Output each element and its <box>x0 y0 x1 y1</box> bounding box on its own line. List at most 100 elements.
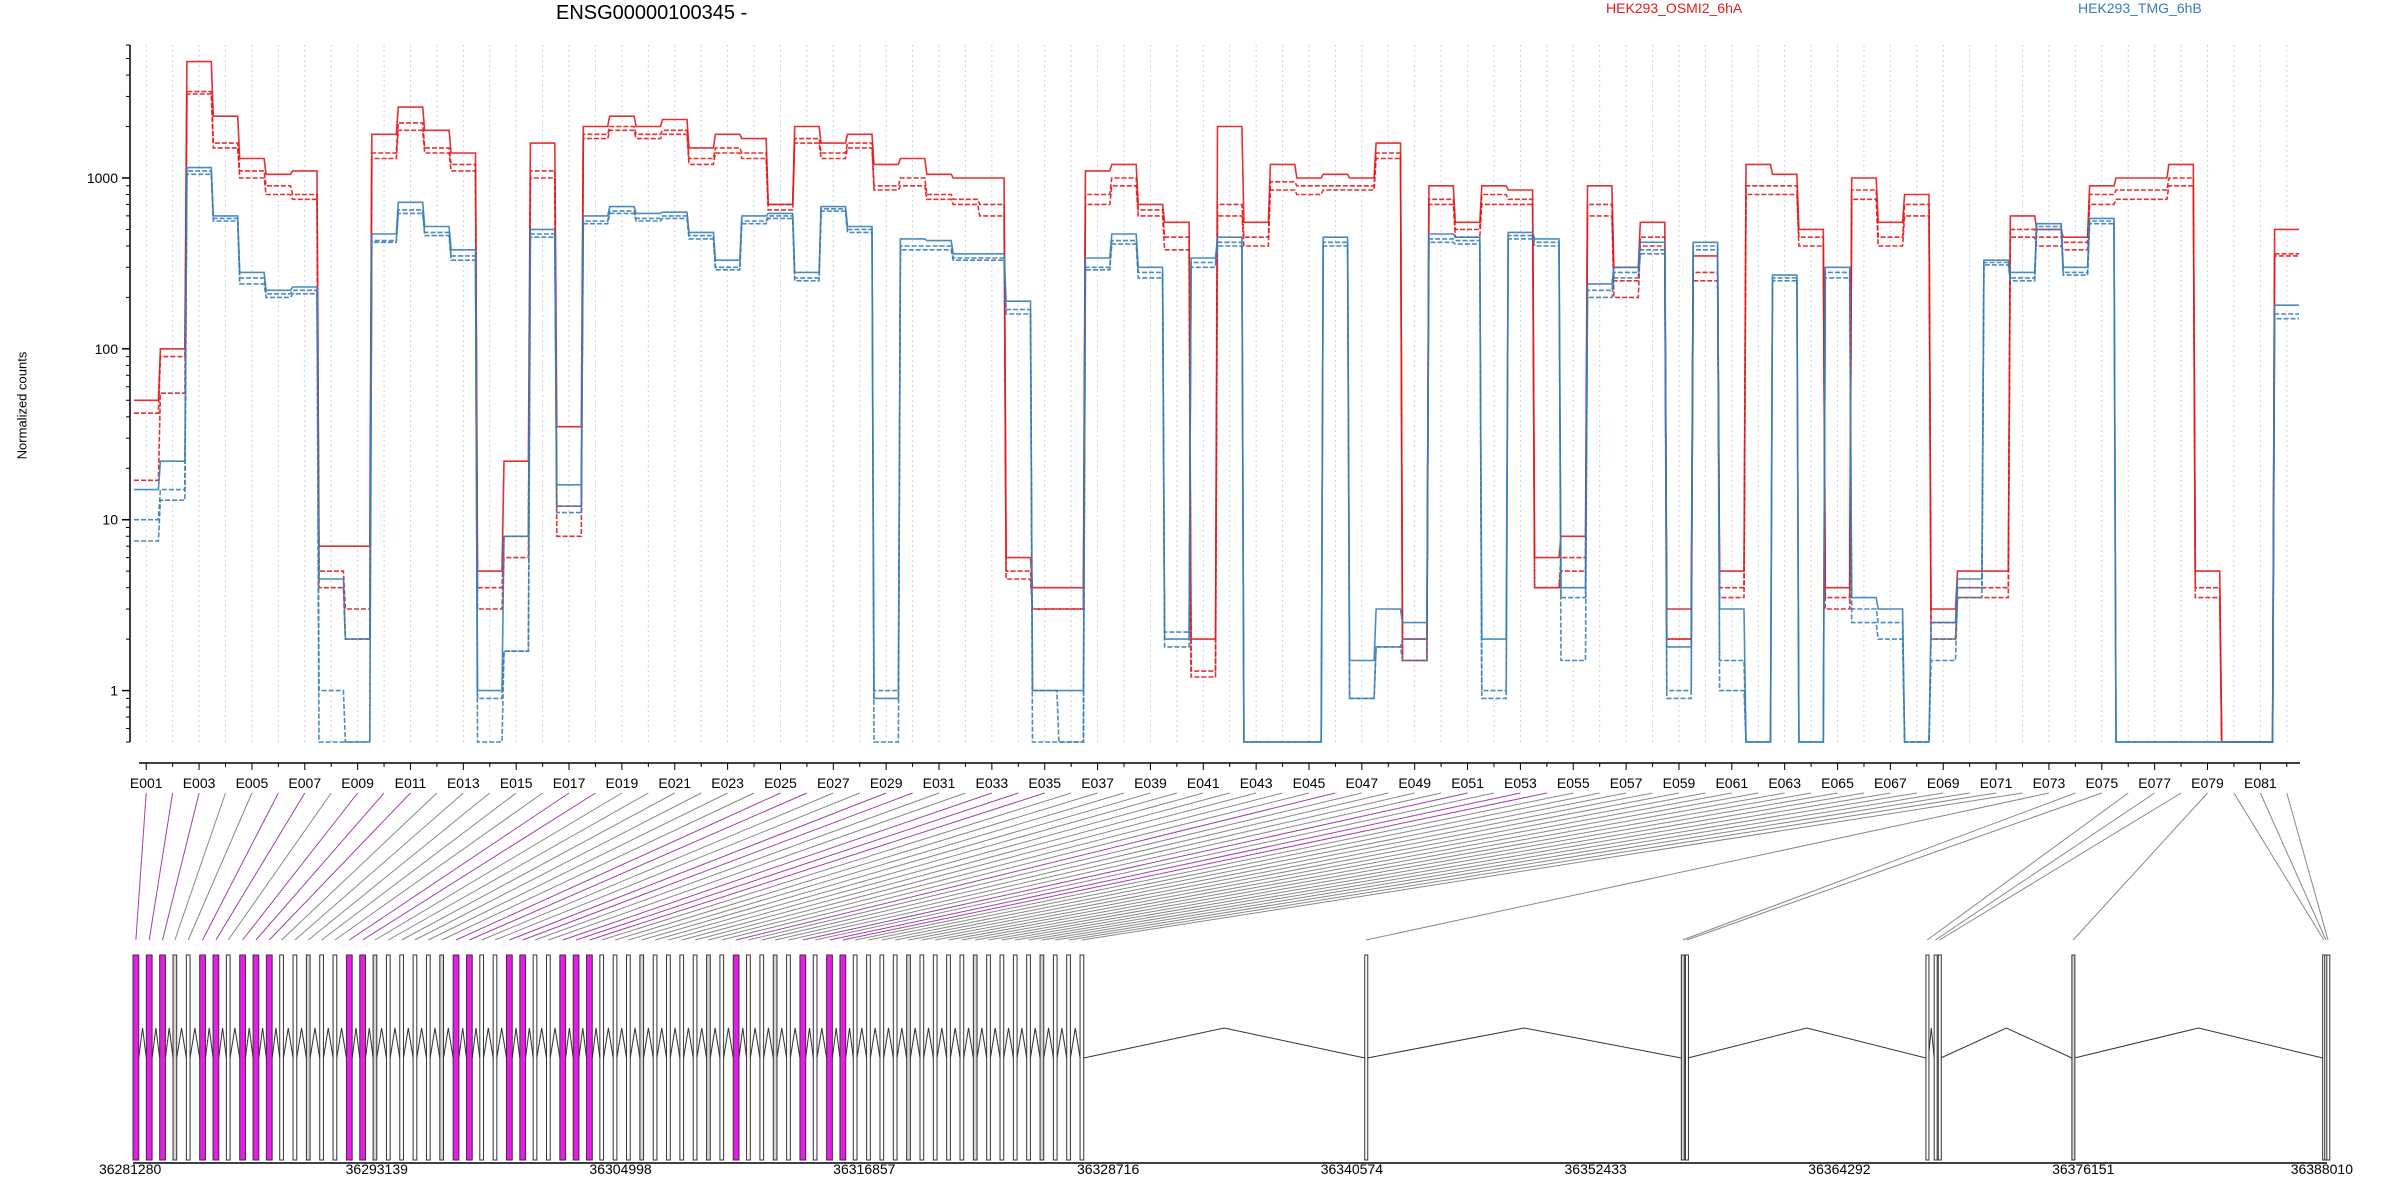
exon-tick-label: E059 <box>1663 775 1696 791</box>
exon-box <box>852 954 858 1161</box>
intron-line <box>204 1027 214 1059</box>
exon-box <box>612 954 618 1161</box>
exon-connector <box>334 792 543 941</box>
chart-title: ENSG00000100345 - <box>556 2 748 24</box>
intron-line <box>1940 1027 2073 1059</box>
exon-box <box>185 954 191 1161</box>
exon-box <box>1026 954 1031 1161</box>
intron-line <box>351 1027 361 1059</box>
exon-connector <box>268 792 411 941</box>
exon-connector <box>307 792 491 941</box>
exon-box <box>932 954 938 1161</box>
intron-line <box>218 1027 227 1059</box>
exon-box <box>786 954 791 1161</box>
intron-line <box>709 1027 721 1059</box>
intron-line <box>603 1027 614 1059</box>
exon-box <box>145 954 153 1161</box>
exon-connector <box>1939 792 2182 941</box>
intron-line <box>976 1027 988 1059</box>
exon-box <box>465 954 473 1161</box>
exon-box <box>812 954 818 1161</box>
exon-box <box>906 954 911 1161</box>
exon-tick-label: E057 <box>1610 775 1643 791</box>
exon-box <box>1066 954 1071 1161</box>
exon-connector <box>895 792 1653 941</box>
intron-line <box>229 1027 241 1059</box>
exon-connector <box>401 792 675 941</box>
exon-box <box>345 954 353 1161</box>
exon-box <box>265 954 273 1161</box>
exon-connector <box>174 792 226 941</box>
intron-line <box>845 1027 854 1059</box>
exon-connector <box>855 792 1574 941</box>
intron-line <box>2074 1027 2323 1059</box>
exon-connector <box>1926 792 2129 941</box>
intron-line <box>1687 1027 1927 1059</box>
exon-box <box>559 954 567 1161</box>
intron-line <box>831 1027 841 1059</box>
exon-connector <box>575 792 1019 941</box>
exon-connector <box>589 792 1045 941</box>
exon-connector <box>1686 792 2102 941</box>
intron-line <box>309 1027 321 1059</box>
genomic-tick-label: 36293139 <box>346 1161 409 1177</box>
exon-box <box>839 954 847 1161</box>
exon-connector <box>294 792 464 941</box>
exon-tick-label: E015 <box>500 775 533 791</box>
exon-box <box>1925 954 1930 1161</box>
intron-line <box>496 1027 507 1059</box>
exon-connector <box>494 792 860 941</box>
exon-tick-label: E045 <box>1293 775 1326 791</box>
exon-connector <box>908 792 1680 941</box>
exon-connector <box>1055 792 1970 941</box>
exon-connector <box>788 792 1442 941</box>
intron-line <box>1029 1027 1041 1059</box>
intron-line <box>856 1027 868 1059</box>
exon-connector <box>975 792 1812 941</box>
intron-line <box>963 1027 974 1059</box>
genomic-tick-label: 36340574 <box>1321 1161 1384 1177</box>
exon-box <box>1052 954 1058 1161</box>
exon-box <box>412 954 418 1161</box>
intron-line <box>176 1027 187 1059</box>
intron-line <box>189 1027 201 1059</box>
exon-tick-label: E017 <box>553 775 586 791</box>
exon-box <box>1012 954 1018 1161</box>
exon-box <box>385 954 391 1161</box>
exon-box <box>999 954 1005 1161</box>
intron-line <box>258 1027 267 1059</box>
intron-line <box>1016 1027 1028 1059</box>
exon-connector <box>1068 792 1997 941</box>
exon-box <box>666 954 671 1161</box>
intron-line <box>789 1027 801 1059</box>
exon-connector <box>1028 792 1917 941</box>
exon-connector <box>1365 792 2050 941</box>
exon-box <box>2071 954 2076 1161</box>
exon-box <box>425 954 431 1161</box>
exon-connector <box>708 792 1283 941</box>
exon-connector <box>641 792 1151 941</box>
exon-tick-label: E009 <box>341 775 374 791</box>
y-axis-label: Normalized counts <box>14 351 30 460</box>
intron-line <box>909 1027 921 1059</box>
exon-box <box>946 954 951 1161</box>
exon-connector <box>721 792 1310 941</box>
exon-tick-label: E055 <box>1557 775 1590 791</box>
exon-tick-label: E053 <box>1504 775 1537 791</box>
exon-box <box>746 954 751 1161</box>
exon-tick-label: E035 <box>1028 775 1061 791</box>
intron-line <box>365 1027 374 1059</box>
intron-line <box>883 1027 894 1059</box>
intron-line <box>151 1027 161 1059</box>
intron-line <box>525 1027 534 1059</box>
intron-line <box>669 1027 681 1059</box>
y-tick-label: 1000 <box>87 170 118 186</box>
exon-connector <box>135 792 147 941</box>
exon-connector <box>601 792 1072 941</box>
exon-box <box>799 954 807 1161</box>
exon-connector <box>829 792 1521 941</box>
exon-box <box>452 954 460 1161</box>
exon-box <box>359 954 367 1161</box>
exon-connector <box>187 792 253 941</box>
exon-tick-label: E079 <box>2191 775 2224 791</box>
